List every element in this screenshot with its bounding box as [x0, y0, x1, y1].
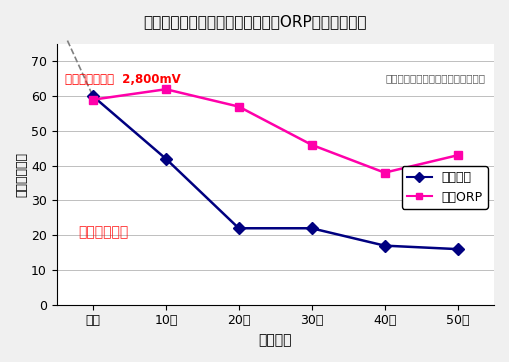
- Line: 身体電圧: 身体電圧: [89, 92, 462, 253]
- Text: 無断使用厳禁: 無断使用厳禁: [78, 225, 129, 239]
- 唾液ORP: [90, 97, 96, 102]
- Y-axis label: 電圧（ｍＶ）: 電圧（ｍＶ）: [15, 152, 28, 197]
- 身体電圧: [308, 226, 315, 231]
- 身体電圧: [455, 247, 461, 251]
- Legend: 身体電圧, 唾液ORP: 身体電圧, 唾液ORP: [402, 166, 488, 209]
- Text: ・アーシング前  2,800mV: ・アーシング前 2,800mV: [65, 73, 181, 86]
- 唾液ORP: [236, 105, 242, 109]
- 身体電圧: [236, 226, 242, 231]
- Text: アーシングによる身体電圧と唾液ORP測定値の変化: アーシングによる身体電圧と唾液ORP測定値の変化: [143, 14, 366, 29]
- Text: （提供）バイオロジックヘルス㈱。: （提供）バイオロジックヘルス㈱。: [385, 73, 485, 83]
- 唾液ORP: [382, 171, 388, 175]
- 唾液ORP: [308, 143, 315, 147]
- 唾液ORP: [455, 153, 461, 157]
- 身体電圧: [382, 244, 388, 248]
- Line: 唾液ORP: 唾液ORP: [89, 85, 462, 177]
- 身体電圧: [163, 157, 169, 161]
- 身体電圧: [90, 94, 96, 98]
- 唾液ORP: [163, 87, 169, 92]
- X-axis label: 経過時間: 経過時間: [259, 333, 292, 347]
